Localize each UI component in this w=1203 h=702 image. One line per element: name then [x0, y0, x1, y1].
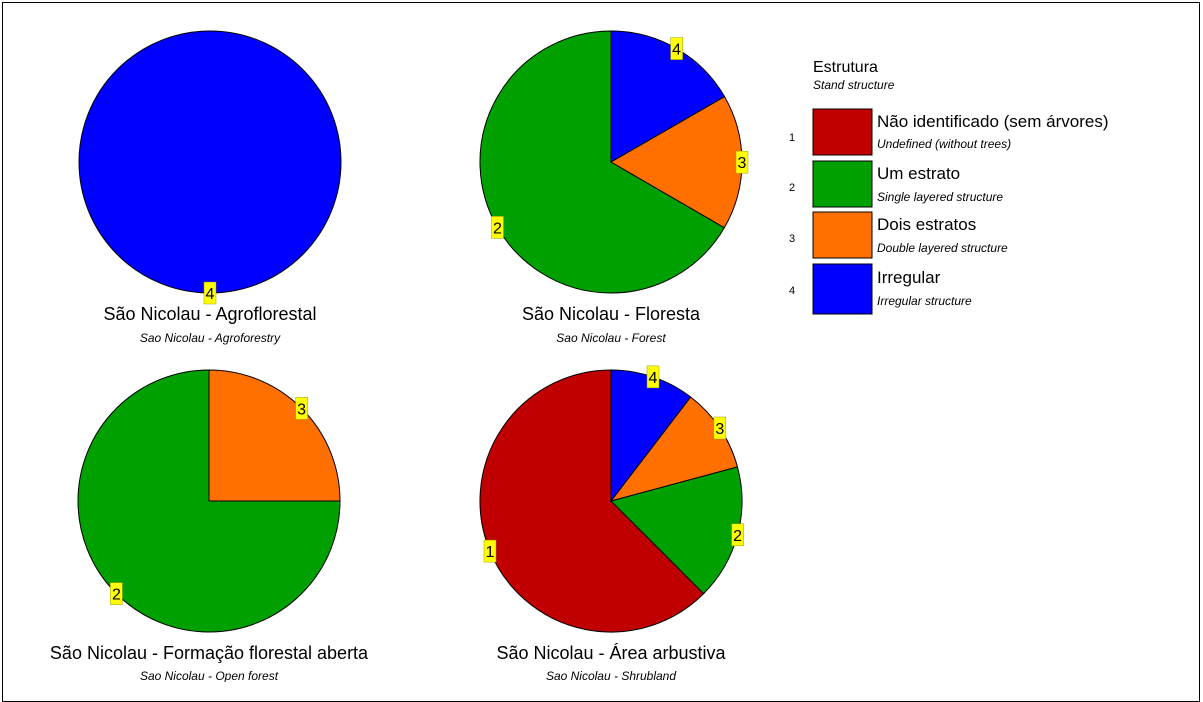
- slice-label-box: [713, 416, 727, 440]
- legend-label: Não identificado (sem árvores): [877, 112, 1108, 131]
- legend-swatch: [812, 108, 873, 156]
- slice-label-box: [295, 397, 308, 420]
- pie-subtitle: Sao Nicolau - Forest: [556, 331, 666, 345]
- legend-title: Estrutura: [813, 59, 878, 76]
- pie-subtitle: Sao Nicolau - Open forest: [140, 669, 279, 682]
- pie-title: São Nicolau - Agroflorestal: [103, 304, 316, 324]
- pie-title: São Nicolau - Formação florestal aberta: [50, 643, 369, 663]
- slice-label: 2: [493, 220, 502, 237]
- legend-item-3: 3 Dois estratos Double layered structure: [789, 211, 1008, 259]
- legend-subtitle: Stand structure: [813, 78, 895, 92]
- legend-swatch: [812, 211, 873, 259]
- pie-slice: [78, 30, 342, 294]
- slice-label: 2: [733, 528, 742, 545]
- legend-sublabel: Single layered structure: [877, 190, 1003, 204]
- slice-label-box: [670, 37, 683, 60]
- pie-slice: [208, 369, 341, 502]
- legend-swatch: [812, 160, 873, 208]
- pie-chart: 1 2 3 4 São Nicolau - Área arbustiva Sao Nico…: [479, 365, 744, 682]
- legend: Estrutura Stand structure 1 Não identifi…: [789, 59, 1108, 315]
- slice-label: 3: [297, 401, 306, 418]
- slice-label-box: [483, 539, 497, 563]
- slice-label: 2: [112, 587, 121, 604]
- legend-label: Dois estratos: [877, 215, 976, 234]
- legend-code: 4: [789, 285, 795, 297]
- legend-label: Irregular: [877, 268, 941, 287]
- pie-chart: 2 3 4 São Nicolau - Floresta Sao Nicolau - F…: [479, 30, 749, 345]
- legend-item-2: 2 Um estrato Single layered structure: [789, 160, 1003, 208]
- legend-code: 1: [789, 132, 795, 144]
- slice-label: 3: [738, 155, 747, 172]
- legend-sublabel: Double layered structure: [877, 241, 1008, 255]
- slice-label-box: [646, 365, 660, 389]
- slice-label-box: [735, 150, 749, 174]
- slice-label-box: [731, 523, 744, 547]
- slice-label: 1: [486, 544, 495, 561]
- legend-code: 3: [789, 233, 795, 245]
- slice-label-box: [491, 216, 504, 239]
- slice-label: 4: [206, 286, 215, 303]
- pie-title: São Nicolau - Área arbustiva: [496, 643, 726, 663]
- legend-item-1: 1 Não identificado (sem árvores) Undefin…: [789, 108, 1108, 156]
- slice-label-box: [110, 582, 123, 605]
- legend-sublabel: Irregular structure: [877, 294, 972, 308]
- slice-label: 4: [649, 370, 658, 387]
- legend-sublabel: Undefined (without trees): [877, 137, 1011, 151]
- legend-item-4: 4 Irregular Irregular structure: [789, 263, 972, 315]
- legend-swatch: [812, 263, 873, 315]
- slice-label-box: [203, 281, 217, 305]
- pie-chart: 2 3 São Nicolau - Formação florestal abert…: [50, 369, 369, 682]
- legend-label: Um estrato: [877, 164, 960, 183]
- slice-label: 3: [715, 421, 724, 438]
- slice-label: 4: [672, 42, 681, 59]
- pie-subtitle: Sao Nicolau - Shrubland: [546, 669, 676, 682]
- pie-title: São Nicolau - Floresta: [522, 304, 701, 324]
- legend-code: 2: [789, 182, 795, 194]
- pie-subtitle: Sao Nicolau - Agroforestry: [140, 331, 281, 345]
